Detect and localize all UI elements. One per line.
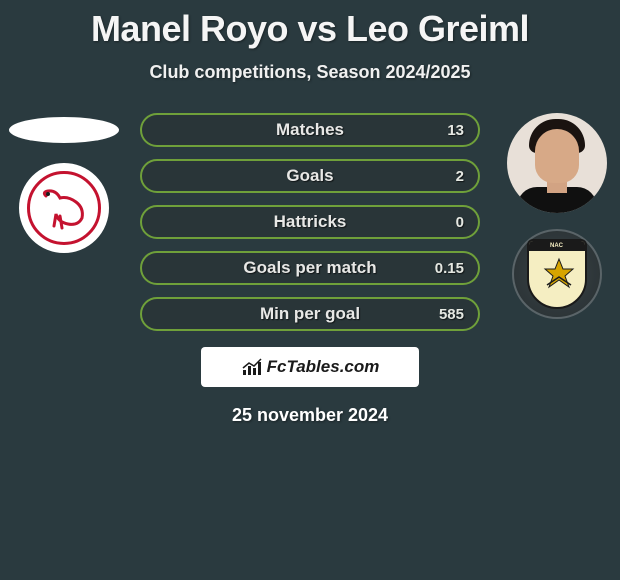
stats-list: Matches 13 Goals 2 Hattricks 0 Goals per… xyxy=(140,113,480,331)
snapshot-date: 25 november 2024 xyxy=(0,405,620,426)
stat-label: Min per goal xyxy=(260,304,360,324)
left-player-avatar-placeholder xyxy=(9,117,119,143)
stat-label: Matches xyxy=(276,120,344,140)
stat-row-goals: Goals 2 xyxy=(140,159,480,193)
crest-emblem-icon xyxy=(539,255,579,295)
right-club-logo: NAC xyxy=(512,229,602,319)
stat-row-min-per-goal: Min per goal 585 xyxy=(140,297,480,331)
stat-value: 2 xyxy=(456,168,464,185)
source-badge[interactable]: FcTables.com xyxy=(201,347,419,387)
season-subtitle: Club competitions, Season 2024/2025 xyxy=(0,62,620,83)
left-club-logo xyxy=(19,163,109,253)
stat-value: 13 xyxy=(447,122,464,139)
stat-label: Hattricks xyxy=(274,212,347,232)
stat-value: 585 xyxy=(439,306,464,323)
stat-label: Goals xyxy=(286,166,333,186)
crest-text: NAC xyxy=(529,241,585,251)
comparison-title: Manel Royo vs Leo Greiml xyxy=(0,0,620,50)
stat-row-hattricks: Hattricks 0 xyxy=(140,205,480,239)
chart-icon xyxy=(241,358,263,376)
stat-row-matches: Matches 13 xyxy=(140,113,480,147)
flamingo-icon xyxy=(38,188,90,230)
stat-value: 0.15 xyxy=(435,260,464,277)
stat-label: Goals per match xyxy=(243,258,376,278)
right-player-column: NAC xyxy=(499,113,614,319)
stat-row-goals-per-match: Goals per match 0.15 xyxy=(140,251,480,285)
source-badge-text: FcTables.com xyxy=(267,357,380,377)
left-player-column xyxy=(6,113,121,253)
stat-value: 0 xyxy=(456,214,464,231)
main-area: NAC Matches 13 Goals 2 Hattricks 0 Goa xyxy=(0,113,620,331)
right-player-avatar xyxy=(507,113,607,213)
